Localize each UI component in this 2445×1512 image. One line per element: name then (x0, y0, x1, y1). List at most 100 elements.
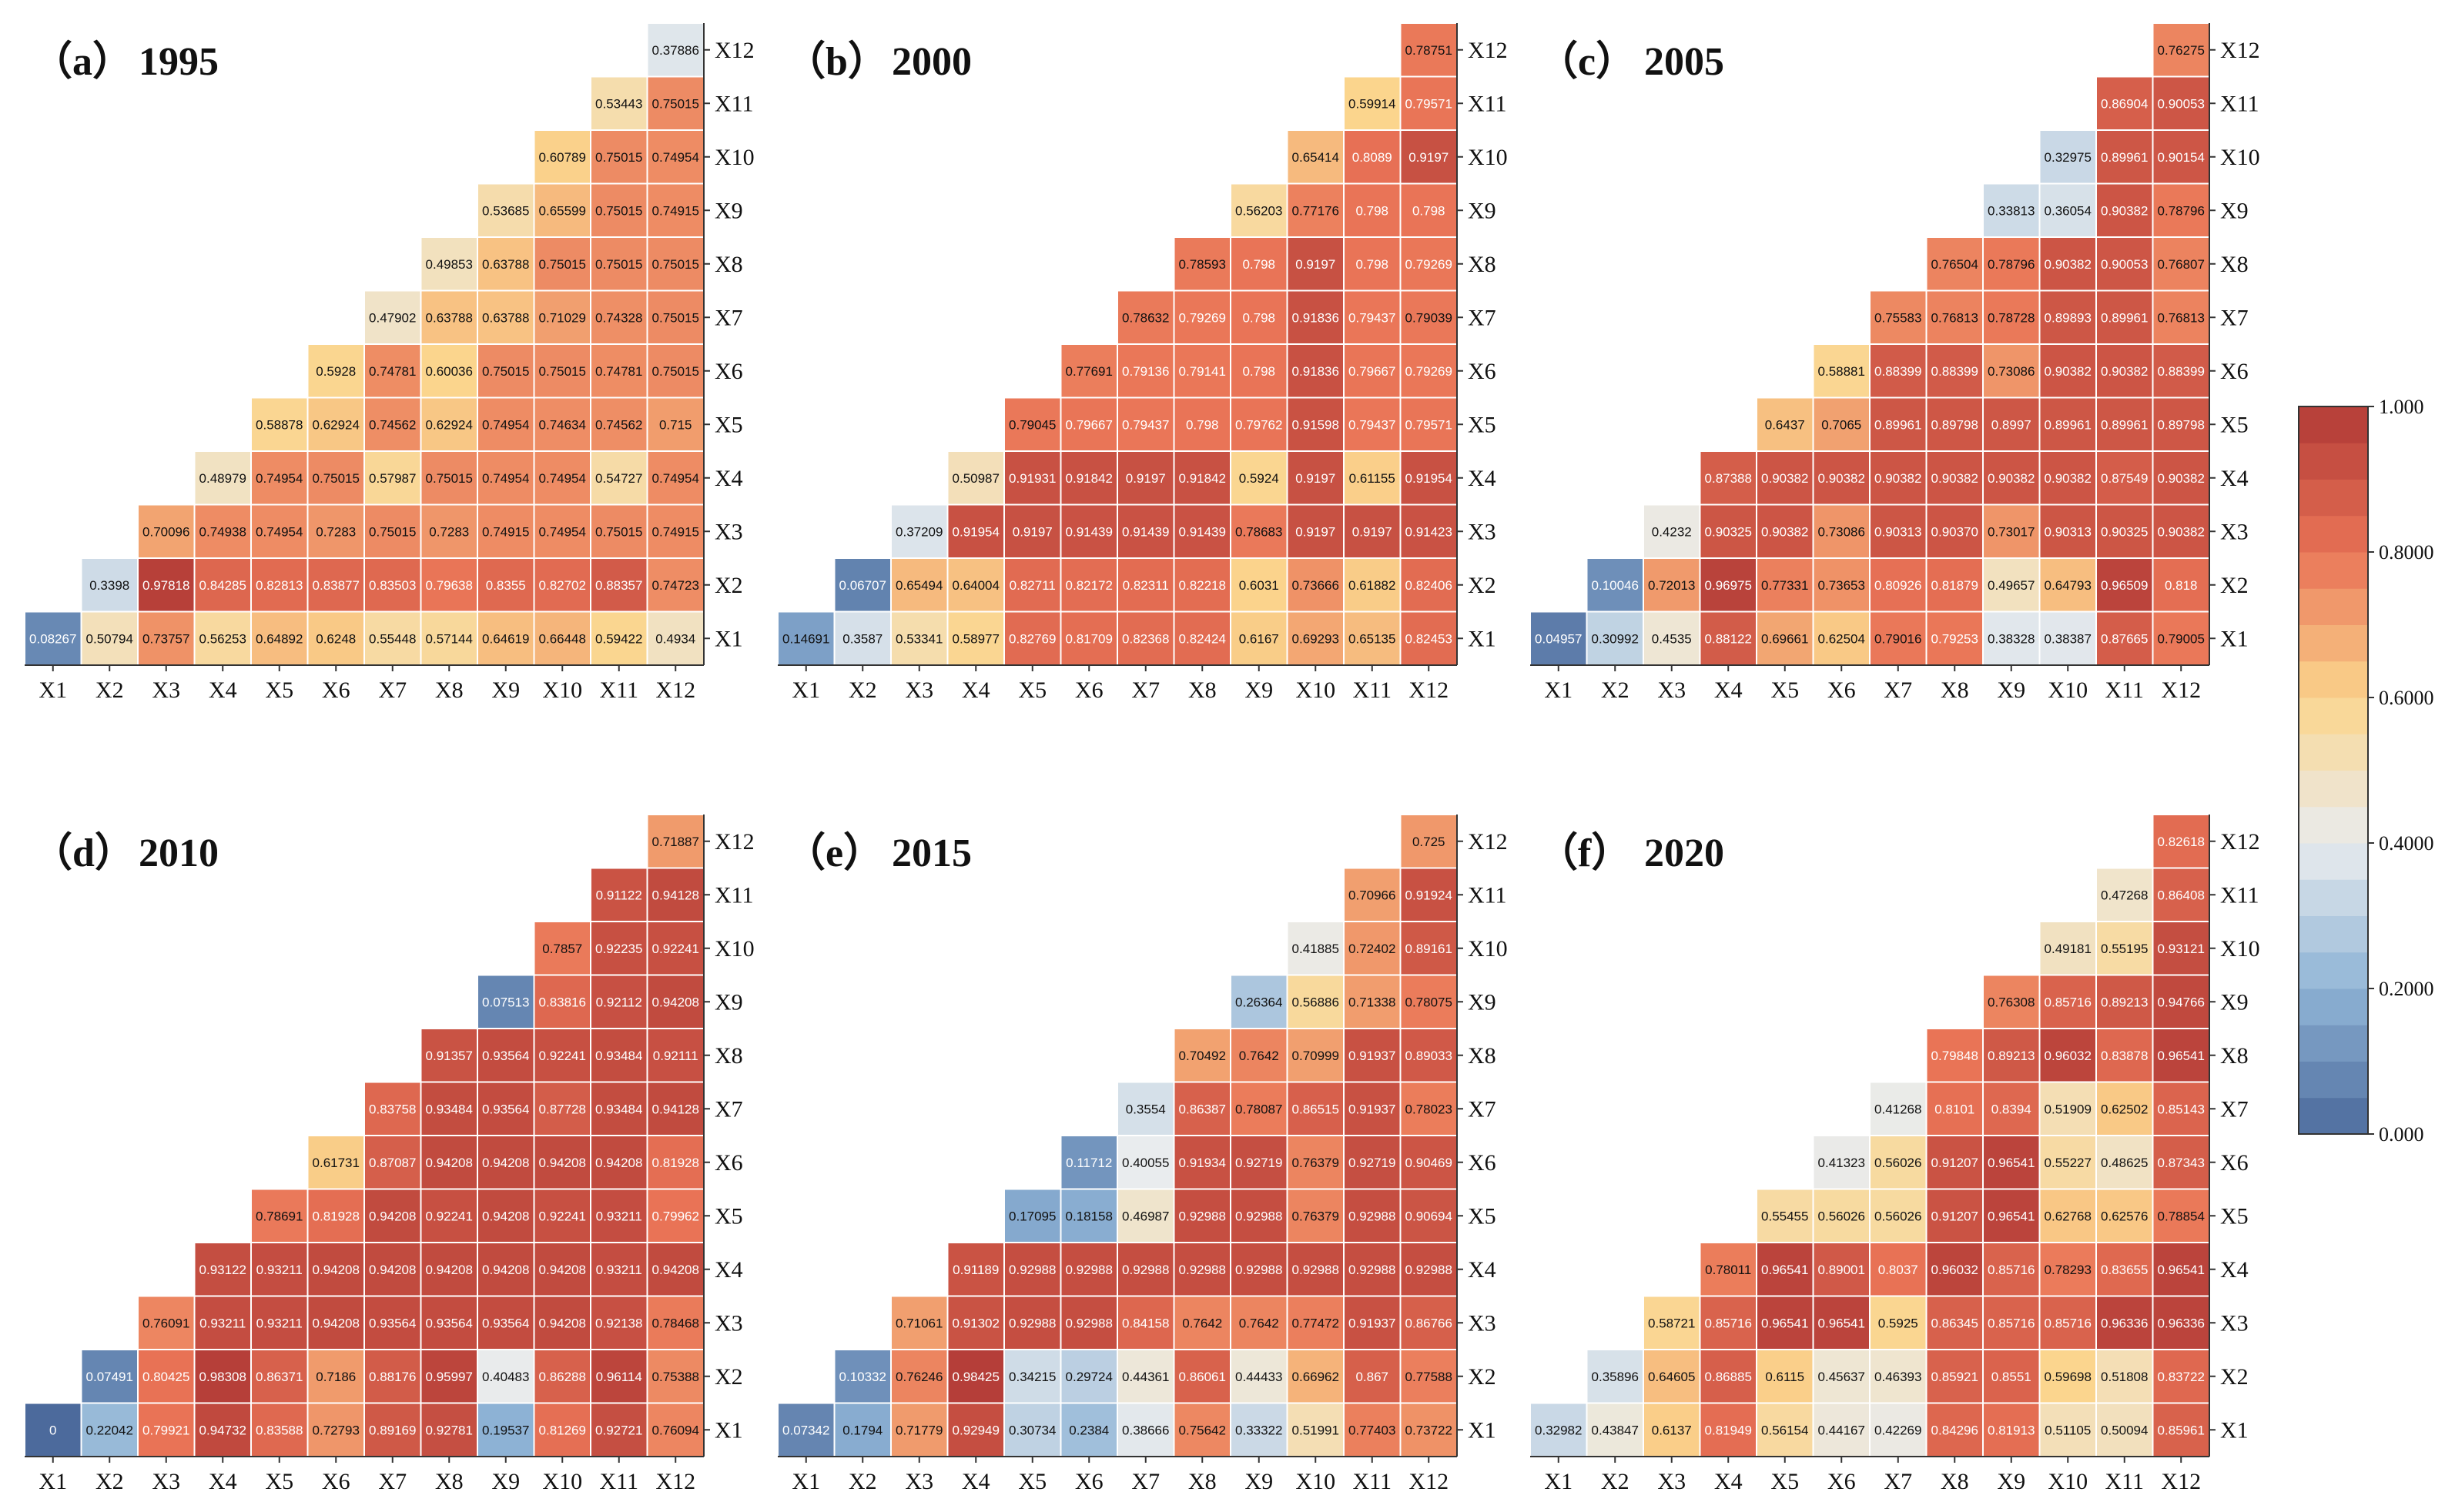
x-tick-label: X12 (2161, 677, 2201, 703)
cell-value-label: 0.94766 (2158, 995, 2205, 1009)
cell-value-label: 0.5928 (316, 364, 356, 379)
cell-value-label: 0.50794 (86, 631, 133, 646)
heatmap-cell (2152, 1135, 2210, 1190)
heatmap-cell (1812, 1295, 1871, 1350)
cell-value-label: 0.81269 (539, 1423, 586, 1437)
cell-value-label: 0.56886 (1292, 995, 1339, 1009)
cell-value-label: 0.89033 (1405, 1049, 1452, 1063)
y-tick-label: X10 (2220, 936, 2260, 962)
cell-value-label: 0.72402 (1348, 942, 1395, 956)
x-tick-label: X12 (2161, 1469, 2201, 1494)
cell-value-label: 0.49181 (2045, 942, 2092, 956)
y-tick-label: X5 (2220, 1203, 2249, 1229)
cell-value-label: 0.98308 (199, 1370, 246, 1384)
heatmap-cell (80, 557, 139, 613)
heatmap-cell (946, 1402, 1005, 1457)
cell-value-label: 0.76246 (896, 1370, 943, 1384)
cell-value-label: 0.82218 (1179, 578, 1226, 593)
cell-value-label: 0.47268 (2101, 888, 2148, 902)
y-tick-label: X2 (2220, 573, 2249, 598)
x-tick-label: X7 (1131, 677, 1160, 703)
x-tick-label: X3 (1657, 677, 1686, 703)
x-tick-label: X1 (1544, 677, 1573, 703)
cell-value-label: 0.65599 (539, 203, 586, 218)
heatmap-cell (1399, 396, 1458, 452)
colorbar-segment (2299, 915, 2368, 953)
cell-value-label: 0.93564 (482, 1102, 529, 1116)
cell-value-label: 0.91836 (1292, 310, 1339, 325)
x-tick-label: X6 (1827, 1469, 1856, 1494)
cell-value-label: 0.8997 (1991, 417, 2031, 432)
cell-value-label: 0.55448 (369, 631, 416, 646)
y-tick-label: X7 (2220, 1096, 2249, 1122)
y-tick-label: X10 (1468, 145, 1508, 170)
x-tick-label: X11 (1352, 1469, 1392, 1494)
cell-value-label: 0.76807 (2158, 257, 2205, 272)
x-tick-label: X3 (905, 677, 933, 703)
cell-value-label: 0.79045 (1009, 417, 1056, 432)
panel-label: （f） (1538, 831, 1631, 875)
cell-value-label: 0.94208 (482, 1209, 529, 1223)
heatmap-cell (590, 396, 648, 452)
heatmap-cell (1003, 1242, 1062, 1297)
cell-value-label: 0.92988 (1405, 1263, 1452, 1277)
x-tick-label: X5 (1770, 1469, 1799, 1494)
y-tick-label: X1 (2220, 1417, 2249, 1443)
cell-value-label: 0.87728 (539, 1102, 586, 1116)
heatmap-cell (646, 1188, 705, 1243)
heatmap-cell (833, 557, 892, 613)
cell-value-label: 0.92988 (1235, 1209, 1282, 1223)
cell-value-label: 0.94208 (539, 1263, 586, 1277)
colorbar-segment (2299, 661, 2368, 698)
heatmap-cell (306, 1349, 365, 1404)
cell-value-label: 0.91954 (1405, 471, 1452, 486)
cell-value-label: 0.79005 (2158, 631, 2205, 646)
heatmap-cell (363, 396, 422, 452)
cell-value-label: 0.63788 (482, 310, 529, 325)
cell-value-label: 0.74954 (652, 471, 699, 486)
cell-value-label: 0.88399 (1874, 364, 1921, 379)
y-tick-label: X11 (1468, 91, 1507, 116)
cell-value-label: 0.91207 (1931, 1156, 1978, 1170)
heatmap-cell (306, 1188, 365, 1243)
y-tick-label: X8 (2220, 252, 2249, 277)
x-tick-label: X2 (1601, 1469, 1629, 1494)
heatmap-cell (533, 343, 591, 399)
cell-value-label: 0.78075 (1405, 995, 1452, 1009)
cell-value-label: 0.96336 (2101, 1316, 2148, 1330)
heatmap-cell (420, 450, 478, 506)
heatmap-cell (2152, 22, 2210, 78)
cell-value-label: 0.07491 (86, 1370, 133, 1384)
cell-value-label: 0.81928 (652, 1156, 699, 1170)
heatmap-cell (193, 450, 252, 506)
heatmap-cell (1117, 1295, 1175, 1350)
heatmap-cell (2095, 974, 2154, 1029)
cell-value-label: 0.11712 (1066, 1156, 1112, 1170)
cell-value-label: 0.07342 (782, 1423, 829, 1437)
cell-value-label: 0.79269 (1179, 310, 1226, 325)
cell-value-label: 0.75015 (652, 96, 699, 111)
cell-value-label: 0.81928 (313, 1209, 360, 1223)
y-tick-label: X6 (715, 359, 743, 384)
y-tick-label: X2 (715, 573, 743, 598)
heatmap-cell (1869, 289, 1928, 345)
x-tick-label: X4 (209, 677, 237, 703)
y-tick-label: X3 (1468, 1310, 1496, 1336)
cell-value-label: 0.18158 (1066, 1209, 1113, 1223)
heatmap-cell (1117, 1188, 1175, 1243)
cell-value-label: 0.94732 (199, 1423, 246, 1437)
heatmap-cell (590, 1295, 648, 1350)
cell-value-label: 0.42269 (1874, 1423, 1921, 1437)
heatmap-cell (306, 503, 365, 559)
cell-value-label: 0.61882 (1348, 578, 1395, 593)
cell-value-label: 0.92988 (1179, 1263, 1226, 1277)
heatmap-cell (1643, 1349, 1701, 1404)
x-tick-label: X12 (1408, 677, 1449, 703)
heatmap-cell (193, 503, 252, 559)
heatmap-cell (306, 1402, 365, 1457)
cell-value-label: 0.81879 (1931, 578, 1978, 593)
heatmap-cell (1286, 974, 1345, 1029)
colorbar-segment (2299, 443, 2368, 480)
cell-value-label: 0.79667 (1348, 364, 1395, 379)
cell-value-label: 0.85961 (2158, 1423, 2205, 1437)
